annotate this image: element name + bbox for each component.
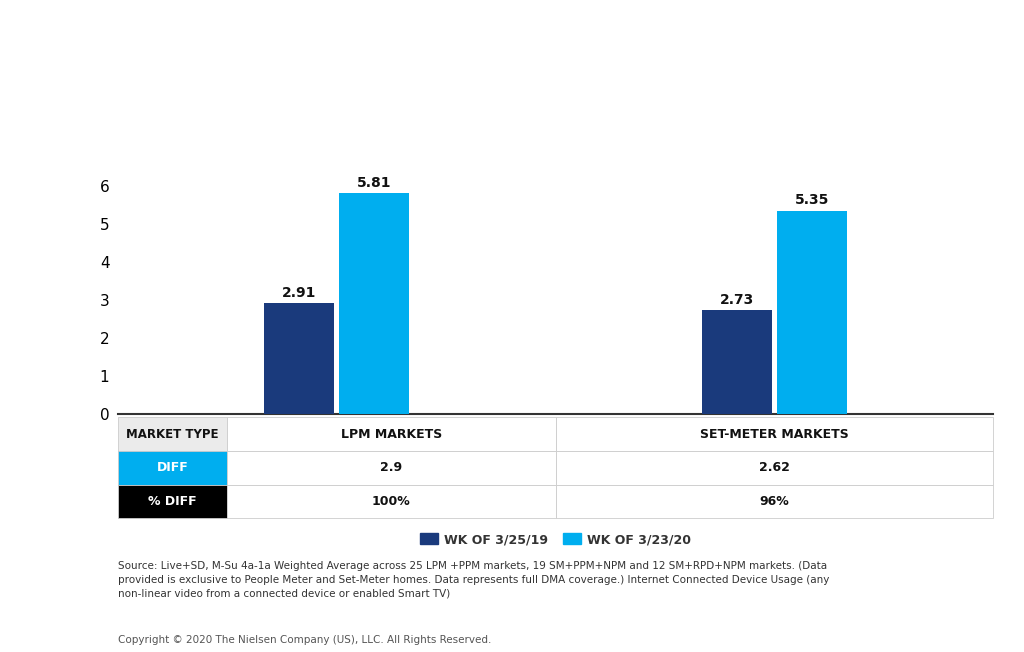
Bar: [702, 310, 772, 414]
Text: n: n: [944, 25, 966, 53]
Text: 2.9: 2.9: [380, 462, 402, 474]
Text: 100%: 100%: [372, 495, 411, 508]
Text: LPM MARKETS: LPM MARKETS: [341, 428, 442, 441]
Text: 2.62: 2.62: [759, 462, 790, 474]
Text: 5.35: 5.35: [795, 193, 828, 207]
Text: 5.81: 5.81: [356, 175, 391, 190]
Text: 2.91: 2.91: [283, 286, 316, 300]
Text: SET-METER MARKETS: SET-METER MARKETS: [700, 428, 849, 441]
Legend: WK OF 3/25/19, WK OF 3/23/20: WK OF 3/25/19, WK OF 3/23/20: [416, 528, 695, 551]
Text: Source: Live+SD, M-Su 4a-1a Weighted Average across 25 LPM +PPM markets, 19 SM+P: Source: Live+SD, M-Su 4a-1a Weighted Ave…: [118, 561, 829, 599]
Text: % DIFF: % DIFF: [148, 495, 197, 508]
Text: 96%: 96%: [760, 495, 790, 508]
Bar: [339, 193, 409, 414]
Text: 2.73: 2.73: [720, 293, 755, 307]
Text: Copyright © 2020 The Nielsen Company (US), LLC. All Rights Reserved.: Copyright © 2020 The Nielsen Company (US…: [118, 636, 492, 645]
Text: MARKET TYPE: MARKET TYPE: [126, 428, 219, 441]
Bar: [264, 303, 335, 414]
Bar: [776, 211, 847, 414]
Text: DIFF: DIFF: [157, 462, 188, 474]
